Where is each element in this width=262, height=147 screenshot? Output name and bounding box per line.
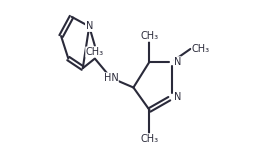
Text: CH₃: CH₃ — [86, 47, 104, 57]
Text: HN: HN — [103, 73, 118, 83]
Text: N: N — [85, 21, 93, 31]
Text: CH₃: CH₃ — [192, 44, 210, 54]
Text: CH₃: CH₃ — [140, 31, 159, 41]
Text: N: N — [174, 57, 181, 67]
Text: N: N — [174, 92, 181, 102]
Text: CH₃: CH₃ — [140, 134, 159, 144]
